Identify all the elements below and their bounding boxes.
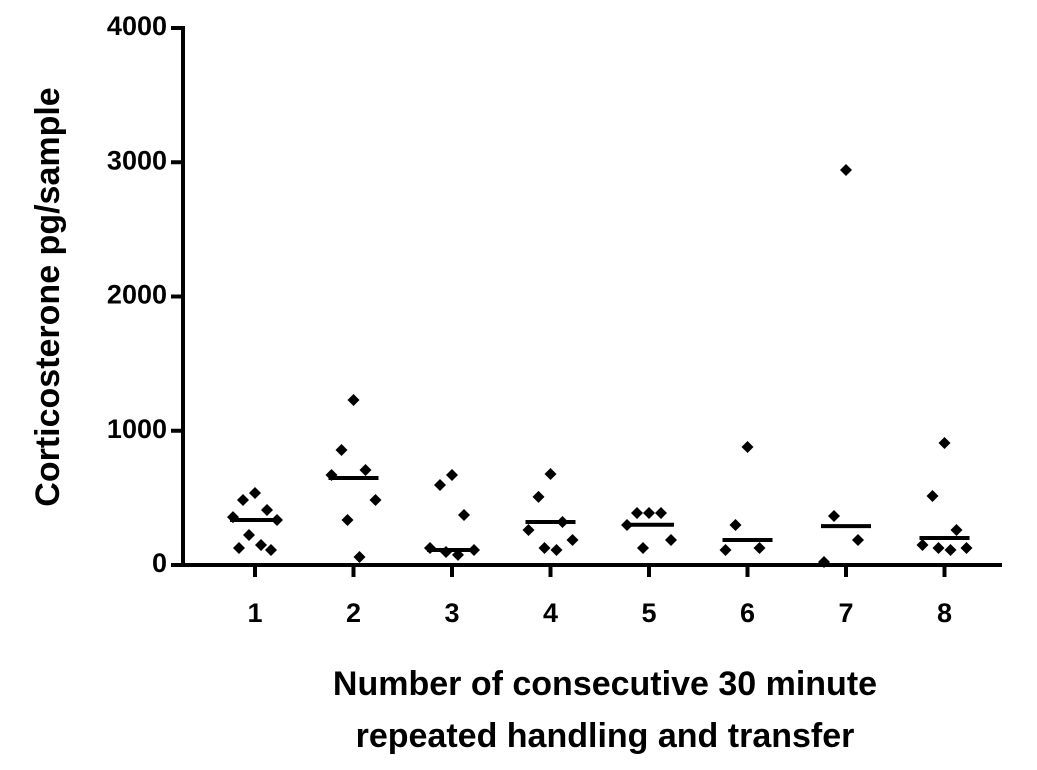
data-point	[852, 534, 864, 547]
data-point	[434, 478, 446, 491]
y-tick-label: 1000	[107, 414, 167, 444]
data-point	[522, 523, 535, 536]
data-point	[249, 487, 261, 500]
x-tick-label: 1	[247, 598, 262, 628]
data-point	[243, 529, 255, 542]
data-point	[916, 538, 929, 551]
data-point	[532, 490, 545, 503]
data-point	[265, 543, 277, 556]
data-point	[655, 507, 667, 520]
data-point	[631, 507, 643, 520]
data-point	[341, 514, 354, 527]
x-tick-label: 4	[543, 598, 558, 628]
data-point	[353, 550, 366, 563]
data-point	[550, 543, 563, 556]
data-point	[237, 494, 249, 507]
y-tick-label: 2000	[107, 280, 167, 310]
x-tick-label: 3	[444, 598, 459, 628]
data-point	[960, 541, 973, 554]
data-point	[828, 509, 840, 522]
data-point	[335, 443, 348, 456]
x-tick-label: 2	[346, 598, 361, 628]
y-axis-title: Corticosterone pg/sample	[29, 87, 67, 506]
x-tick-label: 8	[937, 598, 952, 628]
data-point	[818, 556, 830, 569]
data-point	[538, 541, 551, 554]
data-point	[665, 534, 677, 547]
data-point	[544, 467, 557, 480]
data-point	[741, 440, 754, 453]
data-point	[729, 518, 742, 531]
data-point	[261, 503, 273, 516]
data-point	[424, 541, 436, 554]
data-point	[944, 543, 957, 556]
data-point	[753, 541, 766, 554]
x-tick-label: 5	[641, 598, 656, 628]
data-point	[233, 541, 245, 554]
y-tick-label: 3000	[107, 145, 167, 175]
data-point	[840, 164, 852, 177]
data-point	[440, 545, 452, 558]
data-point	[458, 509, 470, 522]
data-point	[938, 436, 951, 449]
data-point	[637, 541, 649, 554]
y-tick-label: 0	[152, 548, 167, 578]
data-point	[926, 489, 939, 502]
x-tick-label: 7	[838, 598, 853, 628]
data-point	[566, 534, 579, 547]
data-point	[950, 523, 963, 536]
x-tick-label: 6	[740, 598, 755, 628]
data-point	[369, 494, 382, 507]
x-axis-title: Number of consecutive 30 minute	[333, 665, 877, 703]
data-point	[719, 543, 732, 556]
data-point	[643, 507, 655, 520]
data-point	[255, 538, 267, 551]
data-point	[932, 541, 945, 554]
data-point	[359, 463, 372, 476]
data-point	[347, 394, 360, 407]
y-tick-label: 4000	[107, 11, 167, 41]
data-point	[446, 469, 458, 482]
x-axis-title: repeated handling and transfer	[356, 717, 855, 755]
